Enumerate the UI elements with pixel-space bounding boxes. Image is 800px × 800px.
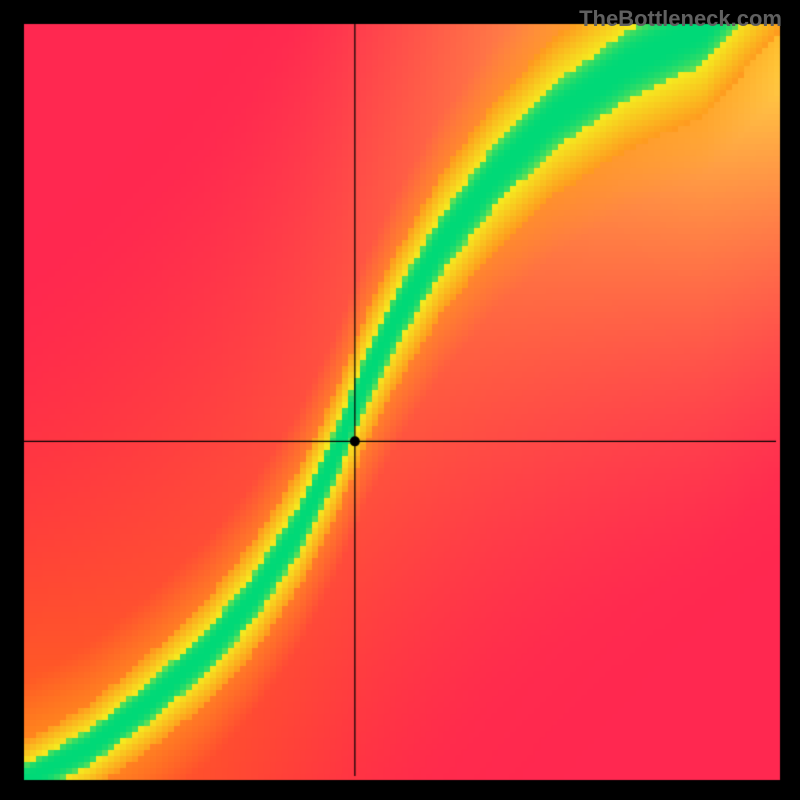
bottleneck-heatmap [0,0,800,800]
watermark-label: TheBottleneck.com [579,6,782,32]
chart-container: TheBottleneck.com [0,0,800,800]
